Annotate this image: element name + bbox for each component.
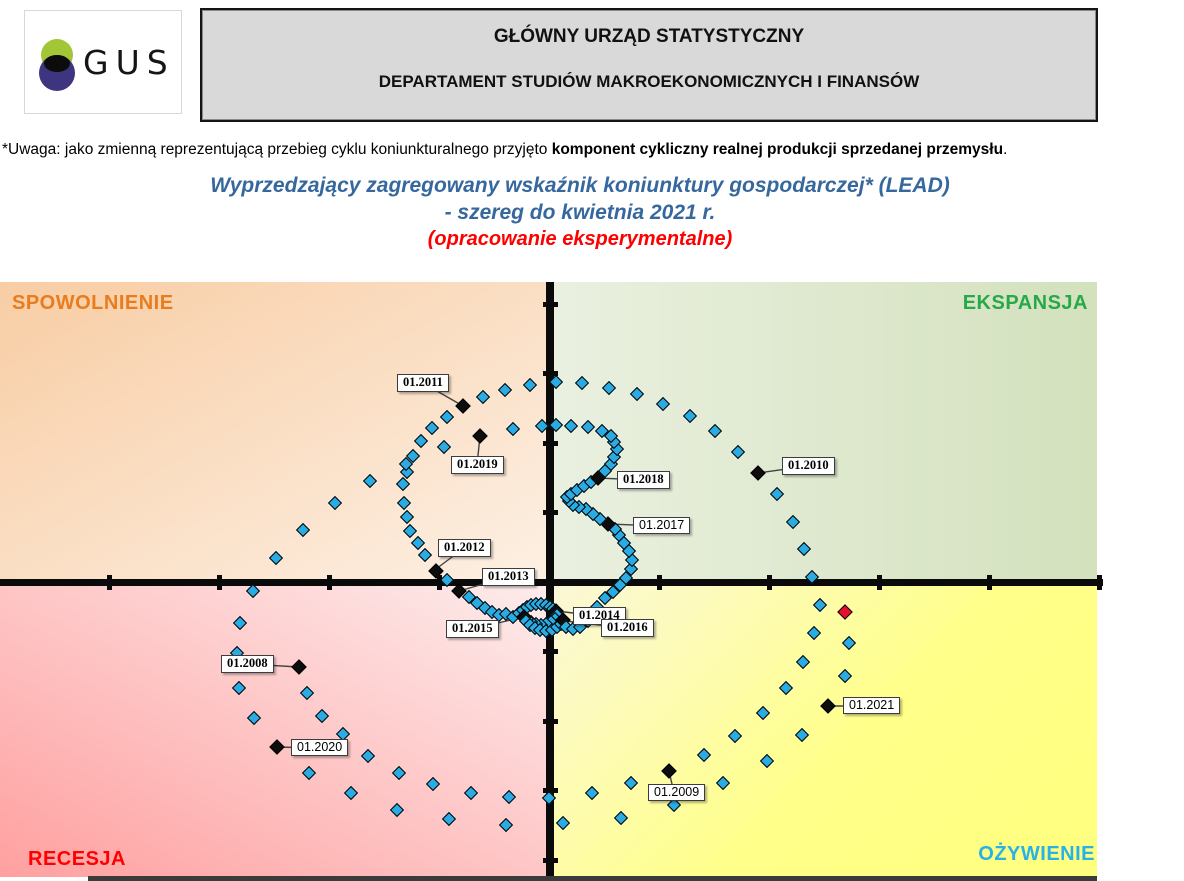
y-axis-tick <box>543 371 558 376</box>
footnote-bold: komponent cykliczny realnej produkcji sp… <box>551 141 1004 158</box>
footnote-prefix: *Uwaga: jako zmienną reprezentującą prze… <box>2 141 552 158</box>
x-axis <box>0 579 1103 586</box>
y-axis-tick <box>543 788 558 793</box>
quadrant-label-recesja: RECESJA <box>28 848 126 870</box>
chart-title-line3: (opracowanie eksperymentalne) <box>427 228 733 250</box>
y-axis-tick <box>543 510 558 515</box>
y-axis-tick <box>543 719 558 724</box>
chart-title-line1: Wyprzedzający zagregowany wskaźnik koniu… <box>210 174 950 197</box>
y-axis-tick <box>543 649 558 654</box>
y-axis-tick <box>543 858 558 863</box>
gus-logo-overlap <box>44 55 70 72</box>
point-label-01.2020: 01.2020 <box>291 739 349 756</box>
quadrant-ekspansja <box>550 282 1097 582</box>
point-label-01.2021: 01.2021 <box>843 697 901 714</box>
x-axis-tick <box>107 575 112 590</box>
business-cycle-clock-chart: 01.2011 01.2019 01.2010 01.2018 01.2017 01.20… <box>0 282 1184 881</box>
x-axis-tick <box>437 575 442 590</box>
y-axis-tick <box>543 441 558 446</box>
x-axis-tick <box>327 575 332 590</box>
footnote: *Uwaga: jako zmienną reprezentującą prze… <box>2 141 1184 159</box>
x-axis-tick <box>657 575 662 590</box>
gus-logo: GUS <box>24 10 182 114</box>
chart-title-block: Wyprzedzający zagregowany wskaźnik koniu… <box>0 172 1160 253</box>
chart-bottom-edge <box>88 876 1097 881</box>
header-subtitle: DEPARTAMENT STUDIÓW MAKROEKONOMICZNYCH I… <box>378 72 920 91</box>
footnote-suffix: . <box>1003 141 1008 158</box>
point-label-01.2013: 01.2013 <box>482 568 535 586</box>
x-axis-tick <box>877 575 882 590</box>
header-title: GŁÓWNY URZĄD STATYSTYCZNY <box>493 26 805 47</box>
point-label-01.2010: 01.2010 <box>782 457 835 475</box>
point-label-01.2012: 01.2012 <box>438 539 491 557</box>
x-axis-tick <box>767 575 772 590</box>
point-label-01.2008: 01.2008 <box>221 655 274 673</box>
gus-logo-text: GUS <box>83 43 175 82</box>
quadrant-label-ozywienie: OŻYWIENIE <box>978 843 1095 865</box>
point-label-01.2015: 01.2015 <box>446 620 499 638</box>
quadrant-spowolnienie <box>0 282 550 582</box>
quadrant-label-spowolnienie: SPOWOLNIENIE <box>12 292 174 314</box>
point-label-01.2011: 01.2011 <box>397 374 449 392</box>
point-label-01.2019: 01.2019 <box>451 456 504 474</box>
quadrant-label-ekspansja: EKSPANSJA <box>962 292 1088 314</box>
y-axis-tick <box>543 302 558 307</box>
point-label-01.2017: 01.2017 <box>633 517 691 534</box>
x-axis-tick <box>217 575 222 590</box>
point-label-01.2018: 01.2018 <box>617 471 670 489</box>
chart-title-line2: - szereg do kwietnia 2021 r. <box>444 201 716 224</box>
point-label-01.2016: 01.2016 <box>601 619 654 637</box>
header-box: GŁÓWNY URZĄD STATYSTYCZNY DEPARTAMENT ST… <box>200 8 1098 122</box>
x-axis-tick <box>987 575 992 590</box>
x-axis-tick <box>1097 575 1102 590</box>
point-label-01.2009: 01.2009 <box>648 784 706 801</box>
